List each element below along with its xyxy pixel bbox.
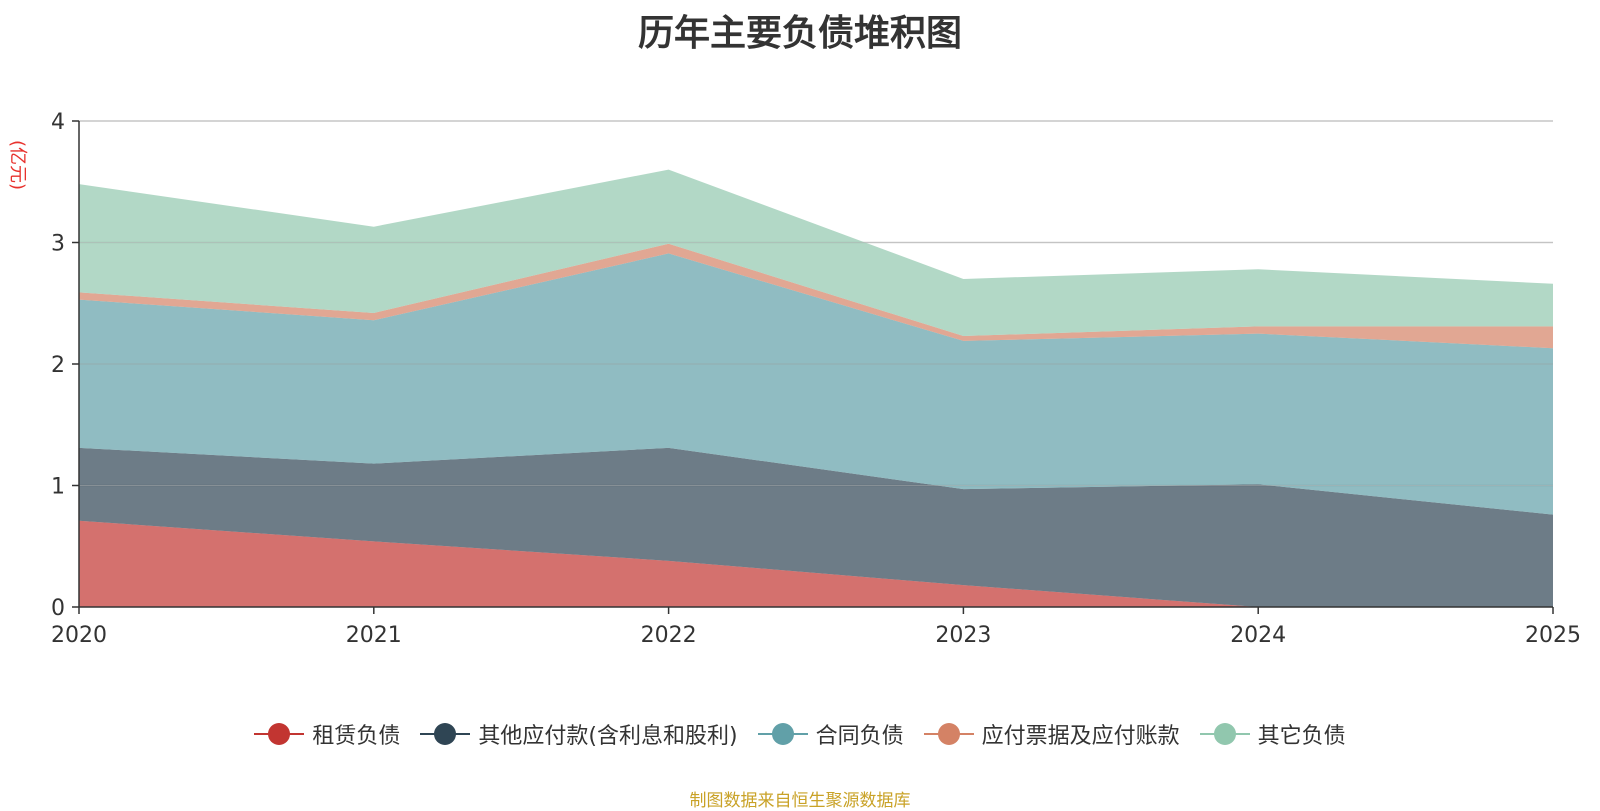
legend-label: 合同负债	[815, 724, 904, 749]
legend-label: 租赁负债	[312, 724, 401, 749]
y-tick-label-3: 3	[51, 232, 65, 257]
area-series-2	[79, 253, 1553, 515]
source-note: 制图数据来自恒生聚源数据库	[689, 791, 911, 811]
legend-label: 其他应付款(含利息和股利)	[478, 724, 738, 749]
x-tick-label-2024: 2024	[1230, 623, 1286, 648]
area-series-1	[79, 447, 1553, 607]
legend-marker-icon	[254, 722, 305, 746]
legend-item-1[interactable]: 其他应付款(含利息和股利)	[420, 718, 738, 750]
y-tick-label-0: 0	[51, 596, 65, 621]
area-series-4	[79, 169, 1553, 337]
area-series-3	[79, 243, 1553, 349]
legend-item-4[interactable]: 其它负债	[1199, 718, 1346, 750]
legend-marker-icon	[420, 722, 471, 746]
x-tick-label-2022: 2022	[641, 623, 697, 648]
y-tick-label-4: 4	[51, 110, 65, 135]
x-tick-label-2021: 2021	[346, 623, 402, 648]
legend-marker-icon	[757, 722, 808, 746]
legend-label: 应付票据及应付账款	[981, 724, 1180, 749]
chart-title: 历年主要负债堆积图	[637, 13, 962, 54]
x-tick-label-2025: 2025	[1525, 623, 1581, 648]
legend-item-0[interactable]: 租赁负债	[254, 718, 400, 750]
x-tick-label-2023: 2023	[935, 623, 991, 648]
legend-item-3[interactable]: 应付票据及应付账款	[923, 718, 1180, 750]
y-tick-label-1: 1	[51, 475, 65, 500]
legend-marker-icon	[1199, 722, 1250, 746]
legend-item-2[interactable]: 合同负债	[757, 718, 904, 750]
x-tick-label-2020: 2020	[51, 623, 107, 648]
legend: 租赁负债 其他应付款(含利息和股利) 合同负债 应付票据及应付账款 其它负债	[0, 718, 1600, 750]
legend-marker-icon	[923, 722, 974, 746]
legend-label: 其它负债	[1257, 724, 1346, 749]
area-series-0	[79, 520, 1553, 607]
y-tick-label-2: 2	[51, 353, 65, 378]
